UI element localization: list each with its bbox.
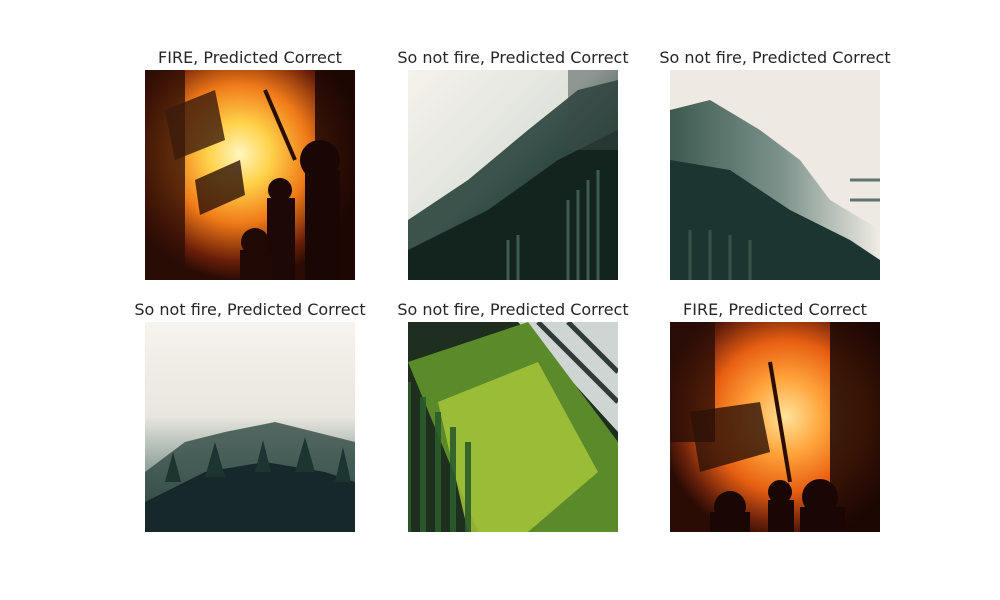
panel-title: So not fire, Predicted Correct	[659, 48, 891, 67]
panel-1: FIRE, Predicted Correct	[145, 46, 355, 308]
panel-3: So not fire, Predicted Correct	[659, 46, 891, 308]
panel-title: So not fire, Predicted Correct	[134, 300, 366, 319]
fire-image	[145, 70, 355, 280]
fire-image	[670, 322, 880, 532]
panel-title: FIRE, Predicted Correct	[158, 48, 342, 67]
green-forest-image	[408, 322, 618, 532]
panel-title: So not fire, Predicted Correct	[397, 300, 629, 319]
panel-2: So not fire, Predicted Correct	[397, 46, 629, 308]
panel-title: FIRE, Predicted Correct	[683, 300, 867, 319]
panel-title: So not fire, Predicted Correct	[397, 48, 629, 67]
foggy-forest-image	[408, 70, 618, 280]
foggy-forest-image	[670, 70, 880, 280]
foggy-forest-image	[145, 322, 355, 532]
panel-6: FIRE, Predicted Correct	[670, 298, 880, 560]
panel-4: So not fire, Predicted Correct	[134, 298, 366, 560]
panel-5: So not fire, Predicted Correct	[397, 298, 629, 560]
